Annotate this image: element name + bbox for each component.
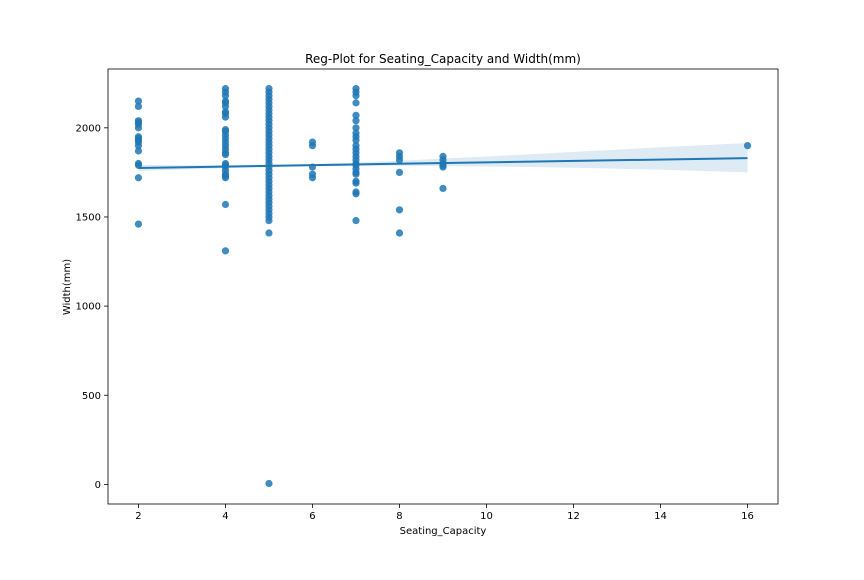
data-point [265, 479, 273, 488]
x-tick-label: 8 [396, 511, 402, 522]
data-point [134, 142, 143, 150]
data-point [134, 147, 143, 155]
data-point [134, 102, 143, 111]
data-point [395, 229, 404, 237]
data-point [221, 174, 230, 182]
y-tick-label: 1500 [76, 212, 101, 223]
plot-frame [107, 68, 779, 505]
data-point [439, 163, 447, 171]
data-point [308, 174, 317, 182]
data-point [395, 168, 404, 176]
x-axis-ticks: 2 4 6 8 10 12 14 16 [135, 504, 754, 522]
data-point [352, 216, 360, 225]
x-tick-label: 16 [741, 511, 754, 522]
regression-line [138, 157, 748, 169]
data-point [134, 124, 143, 132]
data-point [221, 102, 230, 111]
data-point [439, 184, 447, 193]
data-point [221, 92, 230, 100]
data-point [352, 99, 360, 107]
y-tick-label: 2000 [76, 123, 101, 134]
data-point [352, 179, 360, 187]
data-point [395, 156, 404, 164]
x-tick-label: 4 [222, 511, 228, 522]
data-point [352, 170, 360, 178]
data-point [352, 111, 360, 119]
x-tick-label: 2 [135, 511, 141, 522]
data-point [134, 174, 143, 182]
x-tick-label: 12 [567, 511, 580, 522]
data-point [352, 92, 360, 100]
data-point [265, 216, 273, 225]
x-tick-label: 14 [654, 511, 667, 522]
x-axis-label: Seating_Capacity [400, 526, 487, 537]
x-tick-label: 6 [309, 511, 315, 522]
chart-title: Reg-Plot for Seating_Capacity and Width(… [305, 52, 581, 66]
data-point [265, 229, 273, 237]
y-tick-label: 1000 [76, 302, 101, 313]
data-point [221, 150, 230, 159]
data-point [395, 206, 404, 214]
data-point [134, 97, 143, 105]
data-point [352, 124, 360, 132]
data-point [221, 247, 230, 255]
data-point [134, 220, 143, 228]
y-axis-label: Width(mm) [62, 259, 73, 315]
y-tick-label: 500 [82, 391, 101, 402]
y-axis-ticks: 0 500 1000 1500 2000 [76, 123, 108, 491]
data-point [308, 142, 317, 150]
data-point [221, 200, 230, 209]
data-point [352, 190, 360, 198]
y-tick-label: 0 [95, 480, 101, 491]
data-point [352, 136, 360, 144]
data-point [743, 142, 752, 150]
data-point [221, 113, 230, 121]
points-layer [134, 85, 752, 488]
x-tick-label: 10 [480, 511, 493, 522]
data-point [352, 117, 360, 125]
regression-line-layer [138, 157, 748, 169]
